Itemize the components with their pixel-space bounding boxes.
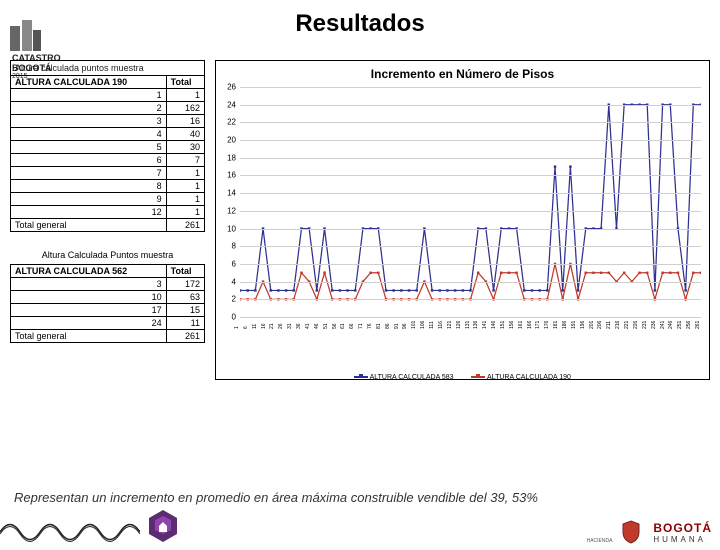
table-row: 8: [11, 180, 167, 193]
table-row: 7: [11, 167, 167, 180]
footer-bogota-logo: BOGOTÁ HUMANA: [653, 521, 712, 544]
chart-y-axis: 02468101214161820222426: [220, 87, 238, 317]
footer-bogota-text: BOGOTÁ: [653, 521, 712, 535]
table1-total-val: 261: [166, 219, 204, 232]
chart-plot: [240, 87, 701, 317]
table2-col2-header: Total: [166, 265, 204, 278]
table-row: 9: [11, 193, 167, 206]
page-title: Resultados: [0, 10, 720, 38]
footer-hacienda: HACIENDA: [587, 538, 613, 544]
table2: ALTURA CALCULADA 562 Total 3172106317152…: [10, 264, 205, 343]
table-row: 3: [11, 278, 167, 291]
table2-total-val: 261: [166, 330, 204, 343]
table-row: 5: [11, 141, 167, 154]
chart-title: Incremento en Número de Pisos: [220, 67, 705, 81]
table-row: 24: [11, 317, 167, 330]
conclusion-text: Representan un incremento en promedio en…: [14, 490, 706, 506]
footer-hex-icon: [145, 508, 181, 544]
chart: Incremento en Número de Pisos 0246810121…: [215, 60, 710, 380]
table2-col1-header: ALTURA CALCULADA 562: [11, 265, 167, 278]
table1-col1-header: ALTURA CALCULADA 190: [11, 76, 167, 89]
table-row: 10: [11, 291, 167, 304]
table-row: 17: [11, 304, 167, 317]
table-row: 1: [11, 89, 167, 102]
table2-total-label: Total general: [11, 330, 167, 343]
shield-icon: [621, 520, 641, 544]
table-row: 4: [11, 128, 167, 141]
table1-col2-header: Total: [166, 76, 204, 89]
table1-caption: Altura calculada puntos muestra: [10, 60, 205, 75]
chart-x-axis: 1611162126313641465156616671768186919610…: [240, 317, 701, 337]
table-row: 3: [11, 115, 167, 128]
table1: ALTURA CALCULADA 190 Total 1121623164405…: [10, 75, 205, 232]
legend-label-2: ALTURA CALCULADA 190: [487, 374, 571, 381]
footer: HACIENDA BOGOTÁ HUMANA: [0, 510, 720, 550]
table-row: 6: [11, 154, 167, 167]
legend-label-1: ALTURA CALCULADA 583: [370, 374, 454, 381]
legend-item-2: ALTURA CALCULADA 190: [471, 374, 570, 381]
table2-caption: Altura Calculada Puntos muestra: [10, 250, 205, 260]
table-row: 12: [11, 206, 167, 219]
footer-wave-icon: [0, 512, 140, 542]
legend-item-1: ALTURA CALCULADA 583: [354, 374, 453, 381]
table-row: 2: [11, 102, 167, 115]
chart-legend: ALTURA CALCULADA 583 ALTURA CALCULADA 19…: [216, 374, 709, 381]
table1-total-label: Total general: [11, 219, 167, 232]
header-logo: CATASTRO BOGOTÁ 2015: [8, 18, 98, 58]
